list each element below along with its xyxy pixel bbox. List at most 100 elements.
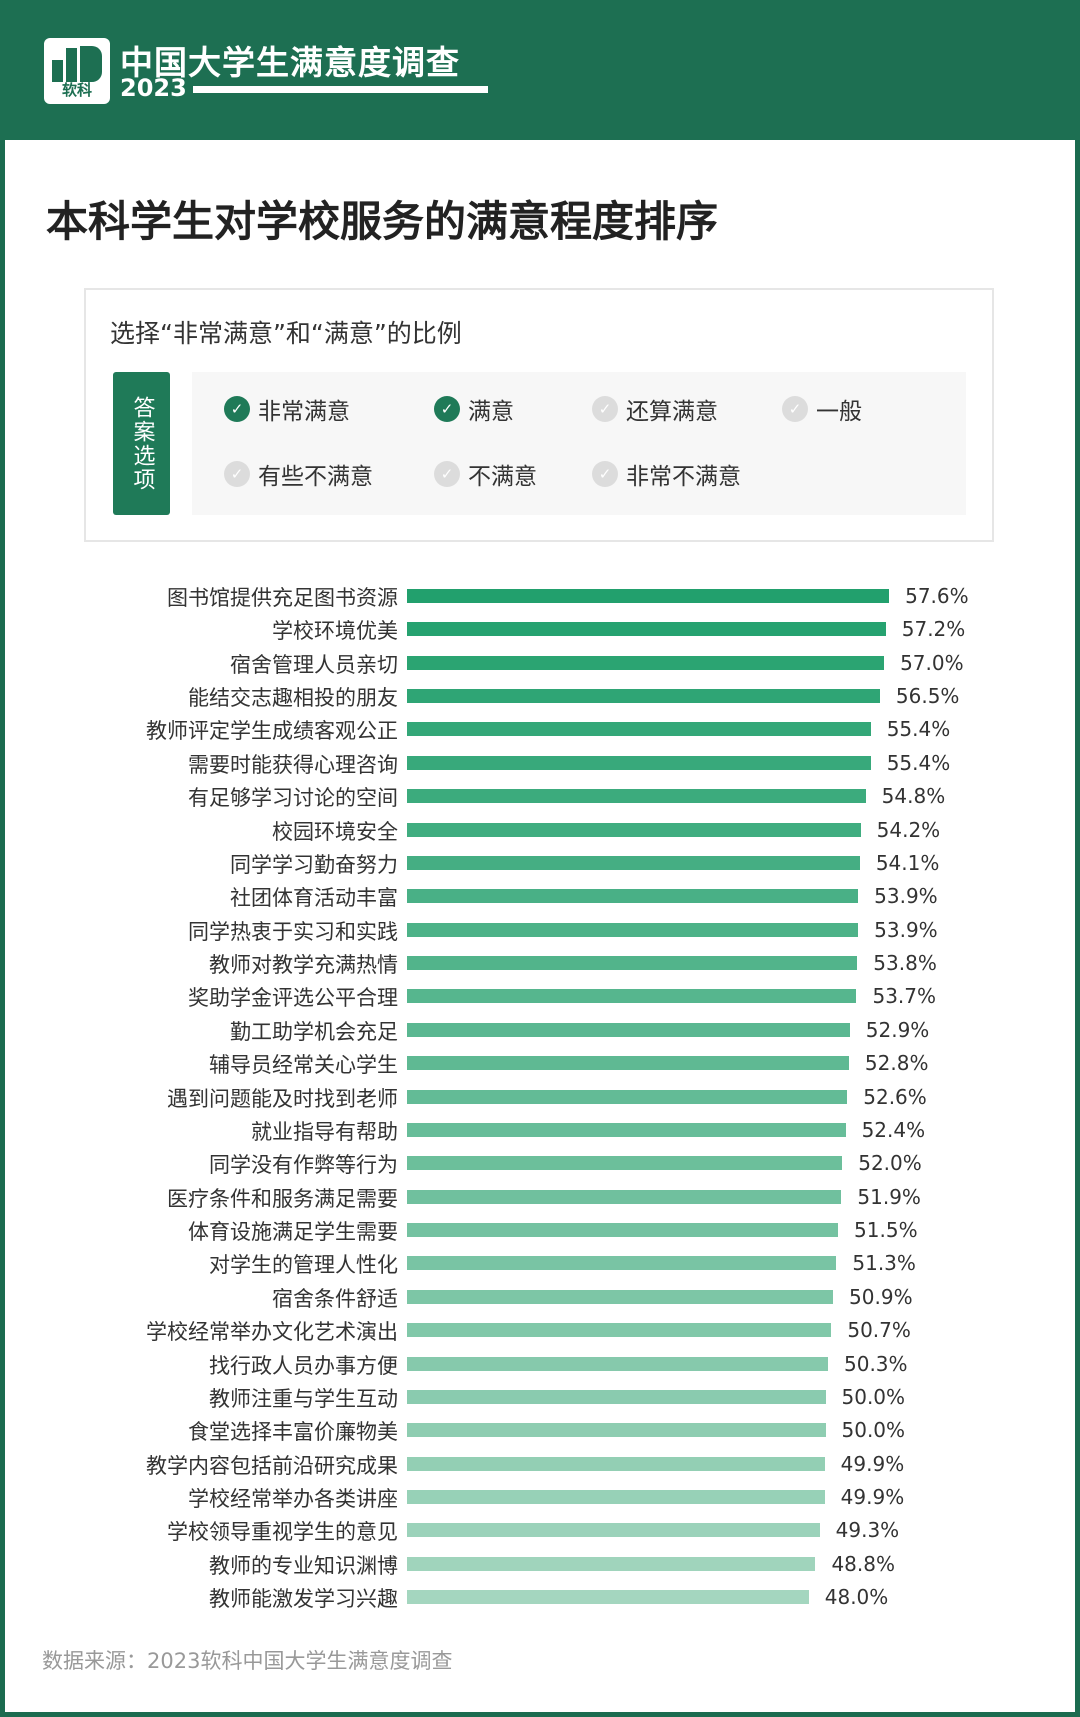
logo-text: 软科 [61, 81, 92, 99]
value-label: 50.0% [841, 1418, 906, 1443]
category-label: 就业指导有帮助 [251, 1119, 398, 1144]
category-label: 学校经常举办各类讲座 [188, 1486, 398, 1511]
category-label: 学校环境优美 [272, 619, 398, 644]
category-label: 学校经常举办文化艺术演出 [146, 1320, 398, 1345]
bar [407, 1423, 826, 1438]
category-label: 对学生的管理人性化 [209, 1253, 398, 1278]
header: 软科 中国大学生满意度调查 2023 [0, 0, 1080, 140]
bar [407, 1489, 825, 1504]
value-label: 52.4% [861, 1117, 926, 1142]
check-icon: ✓ [592, 396, 618, 422]
value-label: 48.8% [831, 1551, 895, 1576]
category-label: 辅导员经常关心学生 [209, 1053, 398, 1078]
value-label: 51.9% [857, 1184, 921, 1209]
bar [407, 922, 859, 937]
category-label: 同学热衷于实习和实践 [188, 919, 398, 944]
category-label: 社团体育活动丰富 [230, 886, 398, 911]
bar [407, 1089, 848, 1104]
value-label: 51.3% [852, 1251, 916, 1276]
category-label: 遇到问题能及时找到老师 [167, 1086, 398, 1111]
answer-option-label: 不满意 [468, 464, 537, 490]
bar [407, 889, 859, 904]
bar [407, 1156, 843, 1171]
category-label: 教师注重与学生互动 [209, 1386, 398, 1411]
category-label: 教师对教学充满热情 [209, 953, 398, 978]
bar [407, 1323, 832, 1338]
value-label: 52.6% [863, 1084, 927, 1109]
value-label: 53.9% [874, 917, 938, 942]
bar [407, 655, 885, 670]
brand-title: 中国大学生满意度调查 [120, 43, 460, 82]
check-icon: ✓ [224, 396, 250, 422]
category-label: 食堂选择丰富价廉物美 [188, 1420, 398, 1445]
value-label: 55.4% [886, 750, 951, 775]
check-icon: ✓ [434, 396, 460, 422]
category-label: 医疗条件和服务满足需要 [167, 1186, 398, 1211]
bar [407, 989, 857, 1004]
category-label: 有足够学习讨论的空间 [188, 786, 398, 811]
bar [407, 1289, 834, 1304]
value-label: 49.9% [840, 1451, 905, 1476]
answer-option-label: 一般 [816, 399, 862, 425]
bar [407, 1056, 849, 1071]
category-label: 教师评定学生成绩客观公正 [146, 719, 398, 744]
bar [407, 722, 871, 737]
value-label: 52.9% [865, 1017, 930, 1042]
bar [407, 755, 871, 770]
category-label: 能结交志趣相投的朋友 [188, 686, 398, 711]
value-label: 54.1% [875, 850, 940, 875]
category-label: 奖助学金评选公平合理 [188, 986, 398, 1011]
value-label: 53.7% [872, 984, 937, 1009]
category-label: 图书馆提供充足图书资源 [167, 586, 398, 610]
answer-options-tag: 答案选项 [113, 372, 170, 515]
value-label: 53.8% [873, 951, 937, 976]
bar [407, 1590, 809, 1605]
check-icon: ✓ [782, 396, 808, 422]
answer-option-label: 还算满意 [626, 399, 718, 425]
answer-option-label: 满意 [468, 399, 514, 425]
answer-option-label: 有些不满意 [258, 464, 373, 490]
answer-option: ✓ 非常满意 [224, 392, 350, 426]
bar [407, 1189, 842, 1204]
value-label: 57.2% [901, 617, 966, 642]
answer-option: ✓ 满意 [434, 392, 514, 426]
bar [407, 622, 886, 637]
answer-option: ✓ 还算满意 [592, 392, 718, 426]
bar [407, 1556, 816, 1571]
legend-box [84, 288, 994, 542]
category-label: 同学学习勤奋努力 [230, 852, 398, 877]
bar [407, 589, 890, 603]
category-label: 勤工助学机会充足 [230, 1019, 398, 1044]
bar [407, 1456, 825, 1471]
bar [407, 1523, 820, 1538]
value-label: 50.3% [844, 1351, 908, 1376]
answer-option-label: 非常不满意 [626, 464, 741, 490]
answer-option: ✓ 一般 [782, 392, 862, 426]
answer-options-tag-label: 答案选项 [129, 395, 155, 492]
divider [193, 86, 488, 93]
value-label: 57.0% [900, 650, 964, 675]
category-label: 学校领导重视学生的意见 [167, 1520, 398, 1545]
category-label: 需要时能获得心理咨询 [188, 752, 398, 777]
bar [407, 1256, 837, 1271]
value-label: 56.5% [895, 684, 960, 709]
value-label: 57.6% [905, 584, 969, 608]
category-label: 宿舍管理人员亲切 [230, 652, 398, 677]
category-label: 教学内容包括前沿研究成果 [146, 1453, 398, 1478]
value-label: 50.9% [849, 1284, 913, 1309]
check-icon: ✓ [224, 461, 250, 487]
bar [407, 1022, 850, 1037]
brand-year: 2023 [120, 74, 187, 102]
bar [407, 956, 858, 971]
check-icon: ✓ [434, 461, 460, 487]
logo: 软科 [44, 38, 110, 104]
answer-option: ✓ 非常不满意 [592, 457, 741, 491]
value-label: 51.5% [854, 1218, 918, 1243]
value-label: 52.0% [858, 1151, 922, 1176]
answer-option: ✓ 有些不满意 [224, 457, 373, 491]
bar [407, 855, 860, 870]
value-label: 54.2% [876, 817, 941, 842]
bar [407, 822, 861, 837]
chart-subtitle: 选择“非常满意”和“满意”的比例 [110, 319, 462, 348]
category-label: 校园环境安全 [272, 819, 398, 844]
